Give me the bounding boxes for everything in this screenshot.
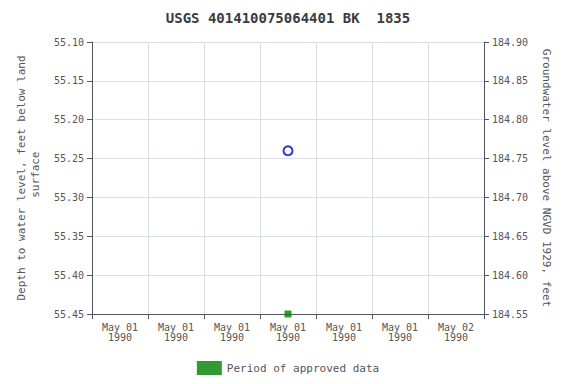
svg-text:1990: 1990 bbox=[276, 332, 300, 343]
svg-text:1990: 1990 bbox=[164, 332, 188, 343]
svg-text:184.65: 184.65 bbox=[492, 231, 528, 242]
svg-text:surface: surface bbox=[29, 152, 42, 205]
svg-text:184.60: 184.60 bbox=[492, 270, 528, 281]
svg-text:55.30: 55.30 bbox=[54, 192, 84, 203]
svg-text:Depth to water level, feet bel: Depth to water level, feet below land bbox=[15, 55, 28, 300]
svg-text:May 02: May 02 bbox=[437, 321, 475, 333]
svg-text:Groundwater level above NGVD 1: Groundwater level above NGVD 1929, feet bbox=[540, 49, 553, 307]
svg-text:184.75: 184.75 bbox=[492, 153, 528, 164]
svg-text:184.70: 184.70 bbox=[492, 192, 528, 203]
svg-text:55.25: 55.25 bbox=[54, 153, 84, 164]
svg-text:1990: 1990 bbox=[108, 332, 132, 343]
svg-text:May 01: May 01 bbox=[269, 321, 307, 333]
svg-text:1990: 1990 bbox=[220, 332, 244, 343]
svg-text:1990: 1990 bbox=[388, 332, 412, 343]
svg-text:184.55: 184.55 bbox=[492, 309, 528, 320]
svg-text:184.80: 184.80 bbox=[492, 114, 528, 125]
svg-text:May 01: May 01 bbox=[157, 321, 195, 333]
svg-text:184.90: 184.90 bbox=[492, 37, 528, 48]
svg-text:USGS 401410075064401 BK 1835: USGS 401410075064401 BK 1835 bbox=[166, 10, 410, 26]
svg-text:55.20: 55.20 bbox=[54, 114, 84, 125]
svg-text:55.10: 55.10 bbox=[54, 37, 84, 48]
svg-text:1990: 1990 bbox=[332, 332, 356, 343]
svg-text:May 01: May 01 bbox=[325, 321, 363, 333]
svg-text:55.35: 55.35 bbox=[54, 231, 84, 242]
svg-text:May 01: May 01 bbox=[101, 321, 139, 333]
svg-text:1990: 1990 bbox=[444, 332, 468, 343]
svg-text:55.40: 55.40 bbox=[54, 270, 84, 281]
svg-text:May 01: May 01 bbox=[381, 321, 419, 333]
svg-text:184.85: 184.85 bbox=[492, 75, 528, 86]
svg-text:55.15: 55.15 bbox=[54, 75, 84, 86]
svg-text:Period of approved data: Period of approved data bbox=[227, 362, 379, 375]
svg-text:55.45: 55.45 bbox=[54, 309, 84, 320]
svg-text:May 01: May 01 bbox=[213, 321, 251, 333]
